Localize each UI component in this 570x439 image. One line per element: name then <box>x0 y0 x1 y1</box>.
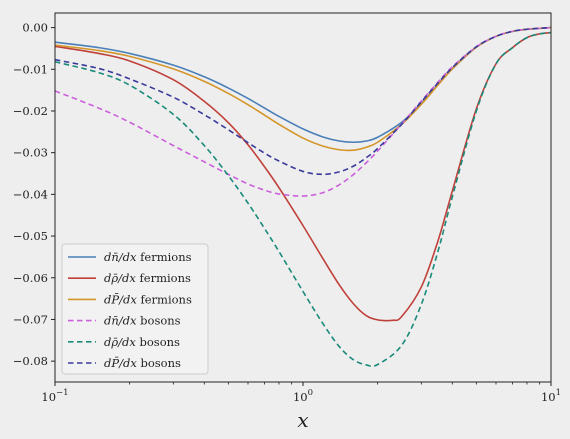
y-tick-label: −0.06 <box>13 271 48 285</box>
legend: dn̄/dx fermions dρ̄/dx fermions dP̄/dx fer… <box>62 244 208 374</box>
y-tick-label: −0.04 <box>13 187 48 201</box>
x-tick-label: 100 <box>293 388 313 404</box>
y-tick-label: −0.05 <box>13 229 48 243</box>
x-tick-label: 10−1 <box>41 388 68 404</box>
legend-label-1: dn̄/dx fermions <box>104 250 192 264</box>
y-tick-label: −0.08 <box>13 354 48 368</box>
y-tick-label: 0.00 <box>22 21 48 35</box>
y-tick-label: −0.02 <box>13 104 48 118</box>
legend-label-5: dρ̄/dx bosons <box>104 335 180 349</box>
y-tick-label: −0.07 <box>13 312 48 326</box>
x-axis-label: x <box>297 408 308 432</box>
y-tick-label: −0.03 <box>13 146 48 160</box>
legend-label-4: dn̄/dx bosons <box>104 314 181 328</box>
y-tick-label: −0.01 <box>13 62 48 76</box>
x-tick-label: 101 <box>541 388 561 404</box>
legend-label-6: dP̄/dx bosons <box>104 356 181 370</box>
legend-label-3: dP̄/dx fermions <box>104 292 192 306</box>
legend-label-2: dρ̄/dx fermions <box>104 271 191 285</box>
